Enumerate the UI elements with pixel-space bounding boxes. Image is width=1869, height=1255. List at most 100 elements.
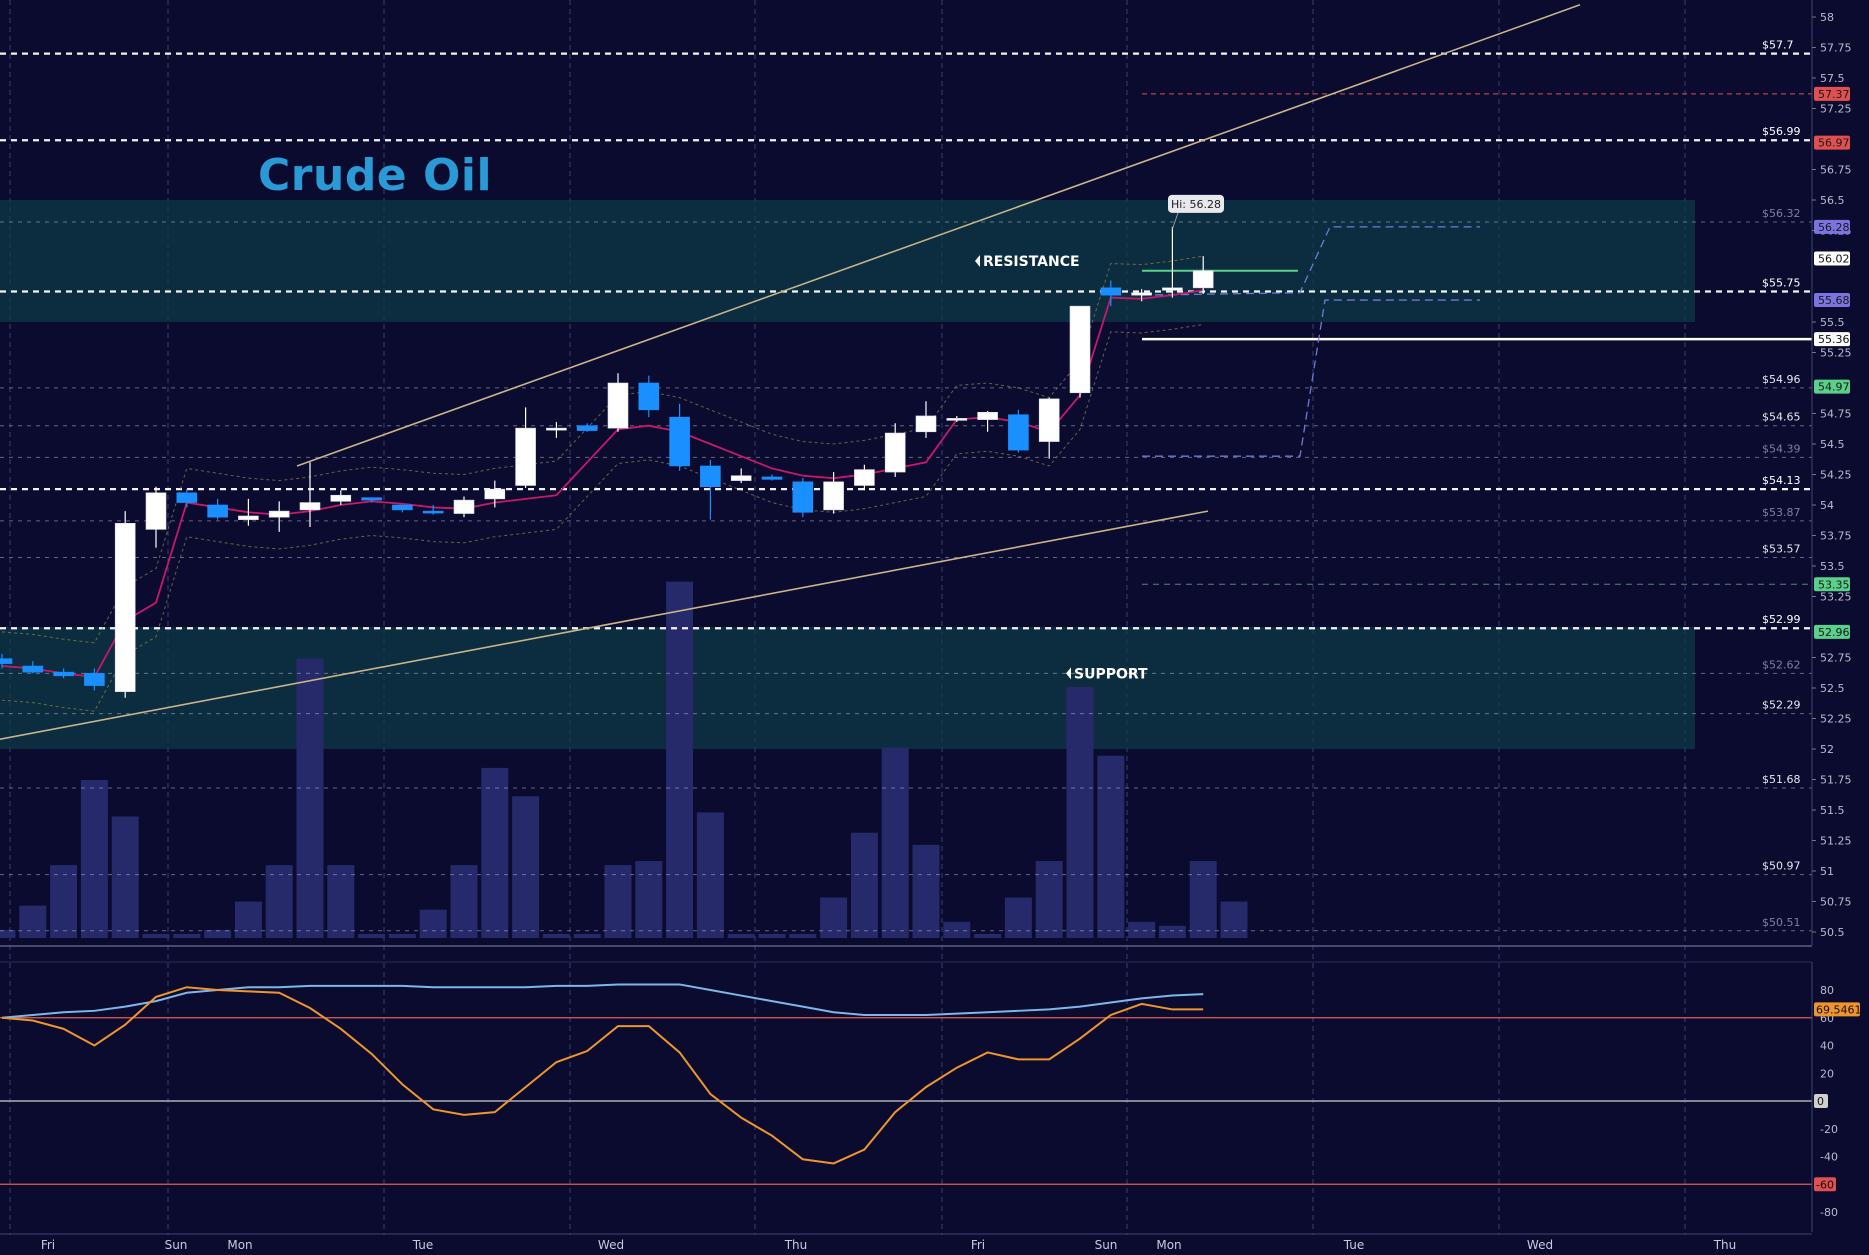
volume-bar	[80, 780, 108, 938]
stochastic-value-badge	[1814, 1002, 1860, 1017]
price-tick-label: 50.5	[1820, 926, 1845, 939]
candle-body	[453, 499, 475, 514]
candle-body	[145, 492, 167, 530]
volume-bar	[265, 865, 293, 938]
time-tick-label: Thu	[1713, 1238, 1737, 1252]
volume-bar	[635, 861, 663, 938]
candle-body	[207, 504, 228, 518]
price-tick-label: 53.25	[1820, 591, 1852, 604]
time-tick-label: Tue	[412, 1238, 434, 1252]
price-level-label: $50.51	[1762, 916, 1801, 929]
candle	[238, 498, 259, 526]
price-tick-label: 52	[1820, 743, 1834, 756]
upper-trend-line	[296, 4, 1581, 467]
candle-body	[114, 522, 136, 692]
price-level-label: $52.62	[1762, 658, 1801, 671]
candle	[638, 375, 660, 418]
candle	[884, 423, 906, 477]
stochastic-value-label: 69.5461	[1816, 1003, 1862, 1016]
candle-body	[1162, 287, 1183, 291]
volume-bar	[1097, 755, 1125, 938]
time-tick-label: Fri	[41, 1238, 55, 1252]
candle-body	[0, 658, 13, 664]
volume-bar	[727, 933, 755, 938]
price-level-label: $51.68	[1762, 773, 1801, 786]
price-tick-label: 53.5	[1820, 560, 1845, 573]
price-level-label: $55.75	[1762, 277, 1801, 290]
candle	[114, 511, 136, 698]
candle-body	[792, 481, 814, 513]
envelope-upper	[1, 255, 1204, 644]
candle	[546, 422, 567, 438]
price-level-label: $52.29	[1762, 699, 1801, 712]
volume-bar	[419, 909, 447, 938]
volume-bar	[388, 933, 416, 938]
axis-badge	[1814, 332, 1850, 347]
candle-body	[977, 411, 998, 420]
time-axis[interactable]: Fri Sun Mon Tue Wed Thu Fri Sun Mon Tue Wed Thu	[0, 1233, 1812, 1252]
volume-bar	[481, 767, 509, 938]
volume-bar	[111, 816, 139, 938]
candle	[1069, 305, 1091, 398]
candle	[730, 468, 752, 484]
candle	[915, 401, 937, 438]
price-tick-label: 52.75	[1820, 652, 1852, 665]
stochastic-tick-label: -60	[1816, 1178, 1834, 1191]
candle	[392, 504, 413, 513]
candle-body	[84, 673, 105, 686]
price-level-label: $54.13	[1762, 474, 1801, 487]
high-tag-label: Hi: 56.28	[1171, 198, 1221, 211]
candle	[1131, 289, 1152, 302]
candle	[576, 423, 598, 432]
stochastic-tick-label: 80	[1820, 984, 1834, 997]
volume-bar	[696, 812, 724, 938]
price-tick-label: 55.5	[1820, 316, 1845, 329]
volume-bar	[943, 921, 971, 938]
axis-badges: 57.37 56.97 56.28 56.02 55.68 55.36 54.97 53.35…	[1814, 86, 1850, 639]
axis-badge-label: 56.02	[1818, 253, 1850, 266]
axis-badge-label: 56.28	[1818, 221, 1850, 234]
candle	[299, 462, 321, 527]
zone-support	[0, 627, 1695, 749]
price-tick-label: 54.75	[1820, 408, 1852, 421]
envelope-lower	[1, 323, 1204, 712]
candle-body	[915, 415, 937, 433]
price-tick-label: 53.75	[1820, 530, 1852, 543]
volume-bar	[1066, 686, 1094, 938]
high-tag-leader	[1172, 212, 1179, 230]
price-tick-label: 51.75	[1820, 774, 1852, 787]
candle-body	[761, 476, 783, 480]
moving-average-line	[1, 289, 1204, 678]
candle	[484, 480, 506, 508]
price-tick-label: 54.25	[1820, 469, 1852, 482]
candle-body	[1038, 398, 1060, 442]
time-tick-label: Sun	[165, 1238, 188, 1252]
axis-badge-label: 56.97	[1818, 137, 1850, 150]
candle	[515, 407, 536, 488]
volume-bar	[1189, 861, 1217, 938]
stochastic-tick-label: -80	[1820, 1206, 1838, 1219]
candle-body	[730, 475, 752, 481]
price-axis[interactable]: 5857.7557.557.2556.7556.556.2555.555.255…	[1811, 0, 1852, 945]
candle-body	[638, 382, 660, 411]
price-level-label: $56.32	[1762, 207, 1801, 220]
price-tick-label: 51.25	[1820, 835, 1852, 848]
price-tick-label: 57.25	[1820, 103, 1852, 116]
price-level-label: $57.7	[1762, 39, 1794, 52]
volume-bar	[1220, 901, 1248, 938]
candle	[176, 489, 198, 508]
candle	[823, 472, 844, 514]
price-tick-label: 52.25	[1820, 713, 1852, 726]
candle	[53, 668, 74, 679]
candle	[977, 411, 998, 432]
volume-bar	[974, 933, 1002, 938]
stochastic-tick-label: 40	[1820, 1040, 1834, 1053]
axis-badge-label: 55.68	[1818, 294, 1850, 307]
price-level-label: $53.87	[1762, 506, 1801, 519]
price-level-label: $54.65	[1762, 411, 1801, 424]
volume-bar	[1128, 921, 1156, 938]
lower-trend-line	[0, 510, 1209, 741]
volume-bar	[204, 929, 232, 938]
volume-bar	[850, 832, 878, 938]
